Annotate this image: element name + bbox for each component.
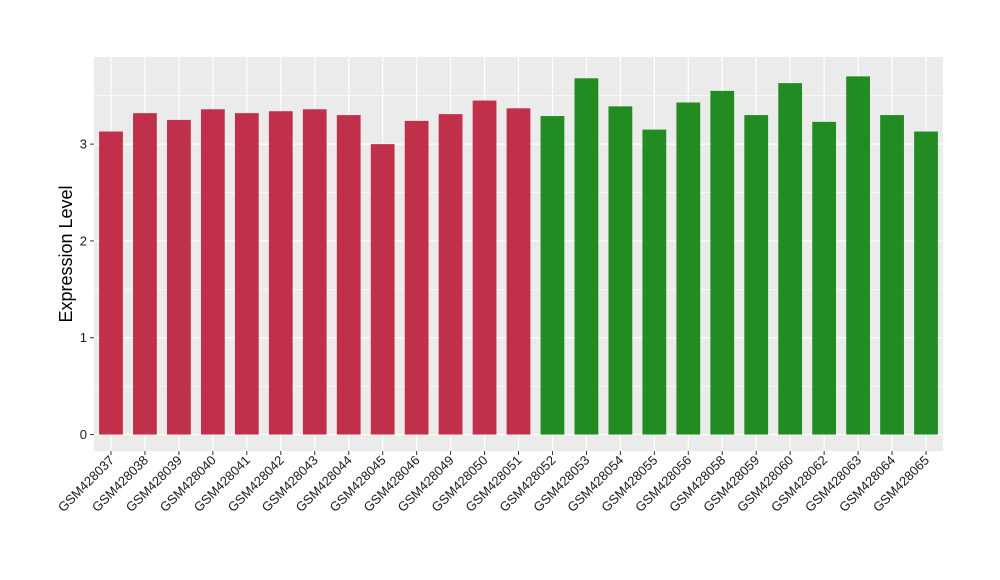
bar-GSM428039 (167, 119, 191, 435)
y-tick-label: 0 (80, 427, 87, 442)
y-tick-label: 2 (80, 233, 87, 248)
y-tick-label: 3 (80, 137, 87, 152)
y-axis-title: Expression Level (56, 185, 76, 322)
bars (99, 76, 938, 435)
bar-GSM428040 (200, 109, 225, 435)
bar-GSM428058 (710, 90, 735, 435)
bar-GSM428045 (370, 144, 395, 435)
bar-GSM428044 (336, 115, 361, 435)
bar-GSM428037 (99, 131, 123, 435)
bar-GSM428060 (778, 83, 803, 435)
y-tick-label: 1 (80, 330, 87, 345)
bar-GSM428038 (133, 113, 157, 435)
bar-GSM428064 (880, 115, 904, 435)
bar-GSM428046 (404, 120, 429, 435)
x-axis: GSM428037GSM428038GSM428039GSM428040GSM4… (55, 451, 932, 515)
bar-GSM428042 (268, 111, 293, 435)
bar-GSM428050 (472, 100, 497, 435)
bar-GSM428055 (642, 129, 667, 435)
bar-GSM428054 (608, 106, 633, 435)
bar-GSM428053 (574, 78, 599, 435)
bar-GSM428052 (540, 116, 565, 435)
bar-GSM428051 (506, 108, 531, 435)
bar-GSM428056 (676, 102, 701, 435)
bar-GSM428041 (234, 113, 259, 435)
bar-GSM428062 (812, 121, 837, 435)
bar-GSM428043 (302, 109, 327, 435)
bar-GSM428065 (914, 131, 938, 435)
bar-GSM428063 (846, 76, 870, 435)
y-axis: 0 1 2 3 (80, 137, 94, 442)
bar-GSM428049 (438, 114, 463, 435)
bar-GSM428059 (744, 115, 769, 435)
